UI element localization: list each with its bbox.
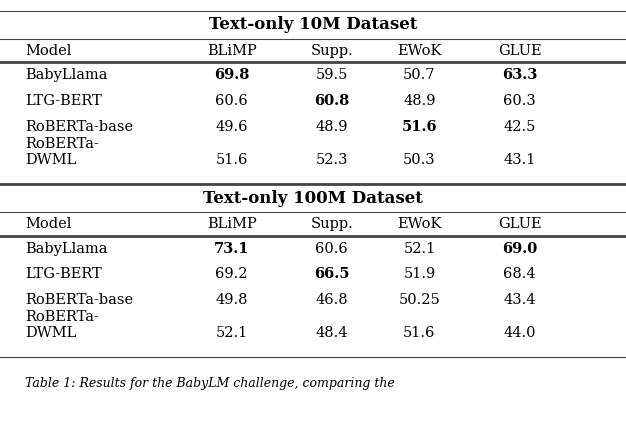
Text: 60.8: 60.8 (314, 94, 349, 108)
Text: 50.25: 50.25 (399, 293, 440, 307)
Text: 69.8: 69.8 (214, 68, 249, 82)
Text: Model: Model (25, 43, 71, 58)
Text: 51.6: 51.6 (403, 326, 436, 341)
Text: 66.5: 66.5 (314, 267, 349, 281)
Text: 68.4: 68.4 (503, 267, 536, 281)
Text: BabyLlama: BabyLlama (25, 68, 108, 82)
Text: 51.9: 51.9 (403, 267, 436, 281)
Text: Supp.: Supp. (310, 43, 353, 58)
Text: 73.1: 73.1 (214, 242, 249, 255)
Text: RoBERTa-
DWML: RoBERTa- DWML (25, 137, 99, 167)
Text: BLiMP: BLiMP (207, 217, 257, 231)
Text: LTG-BERT: LTG-BERT (25, 94, 102, 108)
Text: 49.6: 49.6 (215, 120, 248, 134)
Text: LTG-BERT: LTG-BERT (25, 267, 102, 281)
Text: 52.3: 52.3 (316, 153, 348, 167)
Text: 49.8: 49.8 (215, 293, 248, 307)
Text: GLUE: GLUE (498, 217, 541, 231)
Text: 59.5: 59.5 (316, 68, 348, 82)
Text: Text-only 100M Dataset: Text-only 100M Dataset (203, 190, 423, 206)
Text: 50.7: 50.7 (403, 68, 436, 82)
Text: Supp.: Supp. (310, 217, 353, 231)
Text: 51.6: 51.6 (402, 120, 437, 134)
Text: GLUE: GLUE (498, 43, 541, 58)
Text: 60.6: 60.6 (316, 242, 348, 255)
Text: 51.6: 51.6 (215, 153, 248, 167)
Text: 63.3: 63.3 (502, 68, 537, 82)
Text: 69.0: 69.0 (502, 242, 537, 255)
Text: BabyLlama: BabyLlama (25, 242, 108, 255)
Text: 48.9: 48.9 (403, 94, 436, 108)
Text: 44.0: 44.0 (503, 326, 536, 341)
Text: 42.5: 42.5 (503, 120, 536, 134)
Text: 43.1: 43.1 (503, 153, 536, 167)
Text: EWoK: EWoK (397, 217, 442, 231)
Text: Text-only 10M Dataset: Text-only 10M Dataset (209, 16, 417, 33)
Text: Model: Model (25, 217, 71, 231)
Text: EWoK: EWoK (397, 43, 442, 58)
Text: 60.3: 60.3 (503, 94, 536, 108)
Text: Table 1: Results for the BabyLM challenge, comparing the: Table 1: Results for the BabyLM challeng… (25, 377, 395, 390)
Text: 52.1: 52.1 (403, 242, 436, 255)
Text: 52.1: 52.1 (215, 326, 248, 341)
Text: 60.6: 60.6 (215, 94, 248, 108)
Text: RoBERTa-base: RoBERTa-base (25, 293, 133, 307)
Text: RoBERTa-base: RoBERTa-base (25, 120, 133, 134)
Text: BLiMP: BLiMP (207, 43, 257, 58)
Text: 50.3: 50.3 (403, 153, 436, 167)
Text: RoBERTa-
DWML: RoBERTa- DWML (25, 310, 99, 341)
Text: 69.2: 69.2 (215, 267, 248, 281)
Text: 48.4: 48.4 (316, 326, 348, 341)
Text: 48.9: 48.9 (316, 120, 348, 134)
Text: 43.4: 43.4 (503, 293, 536, 307)
Text: 46.8: 46.8 (316, 293, 348, 307)
